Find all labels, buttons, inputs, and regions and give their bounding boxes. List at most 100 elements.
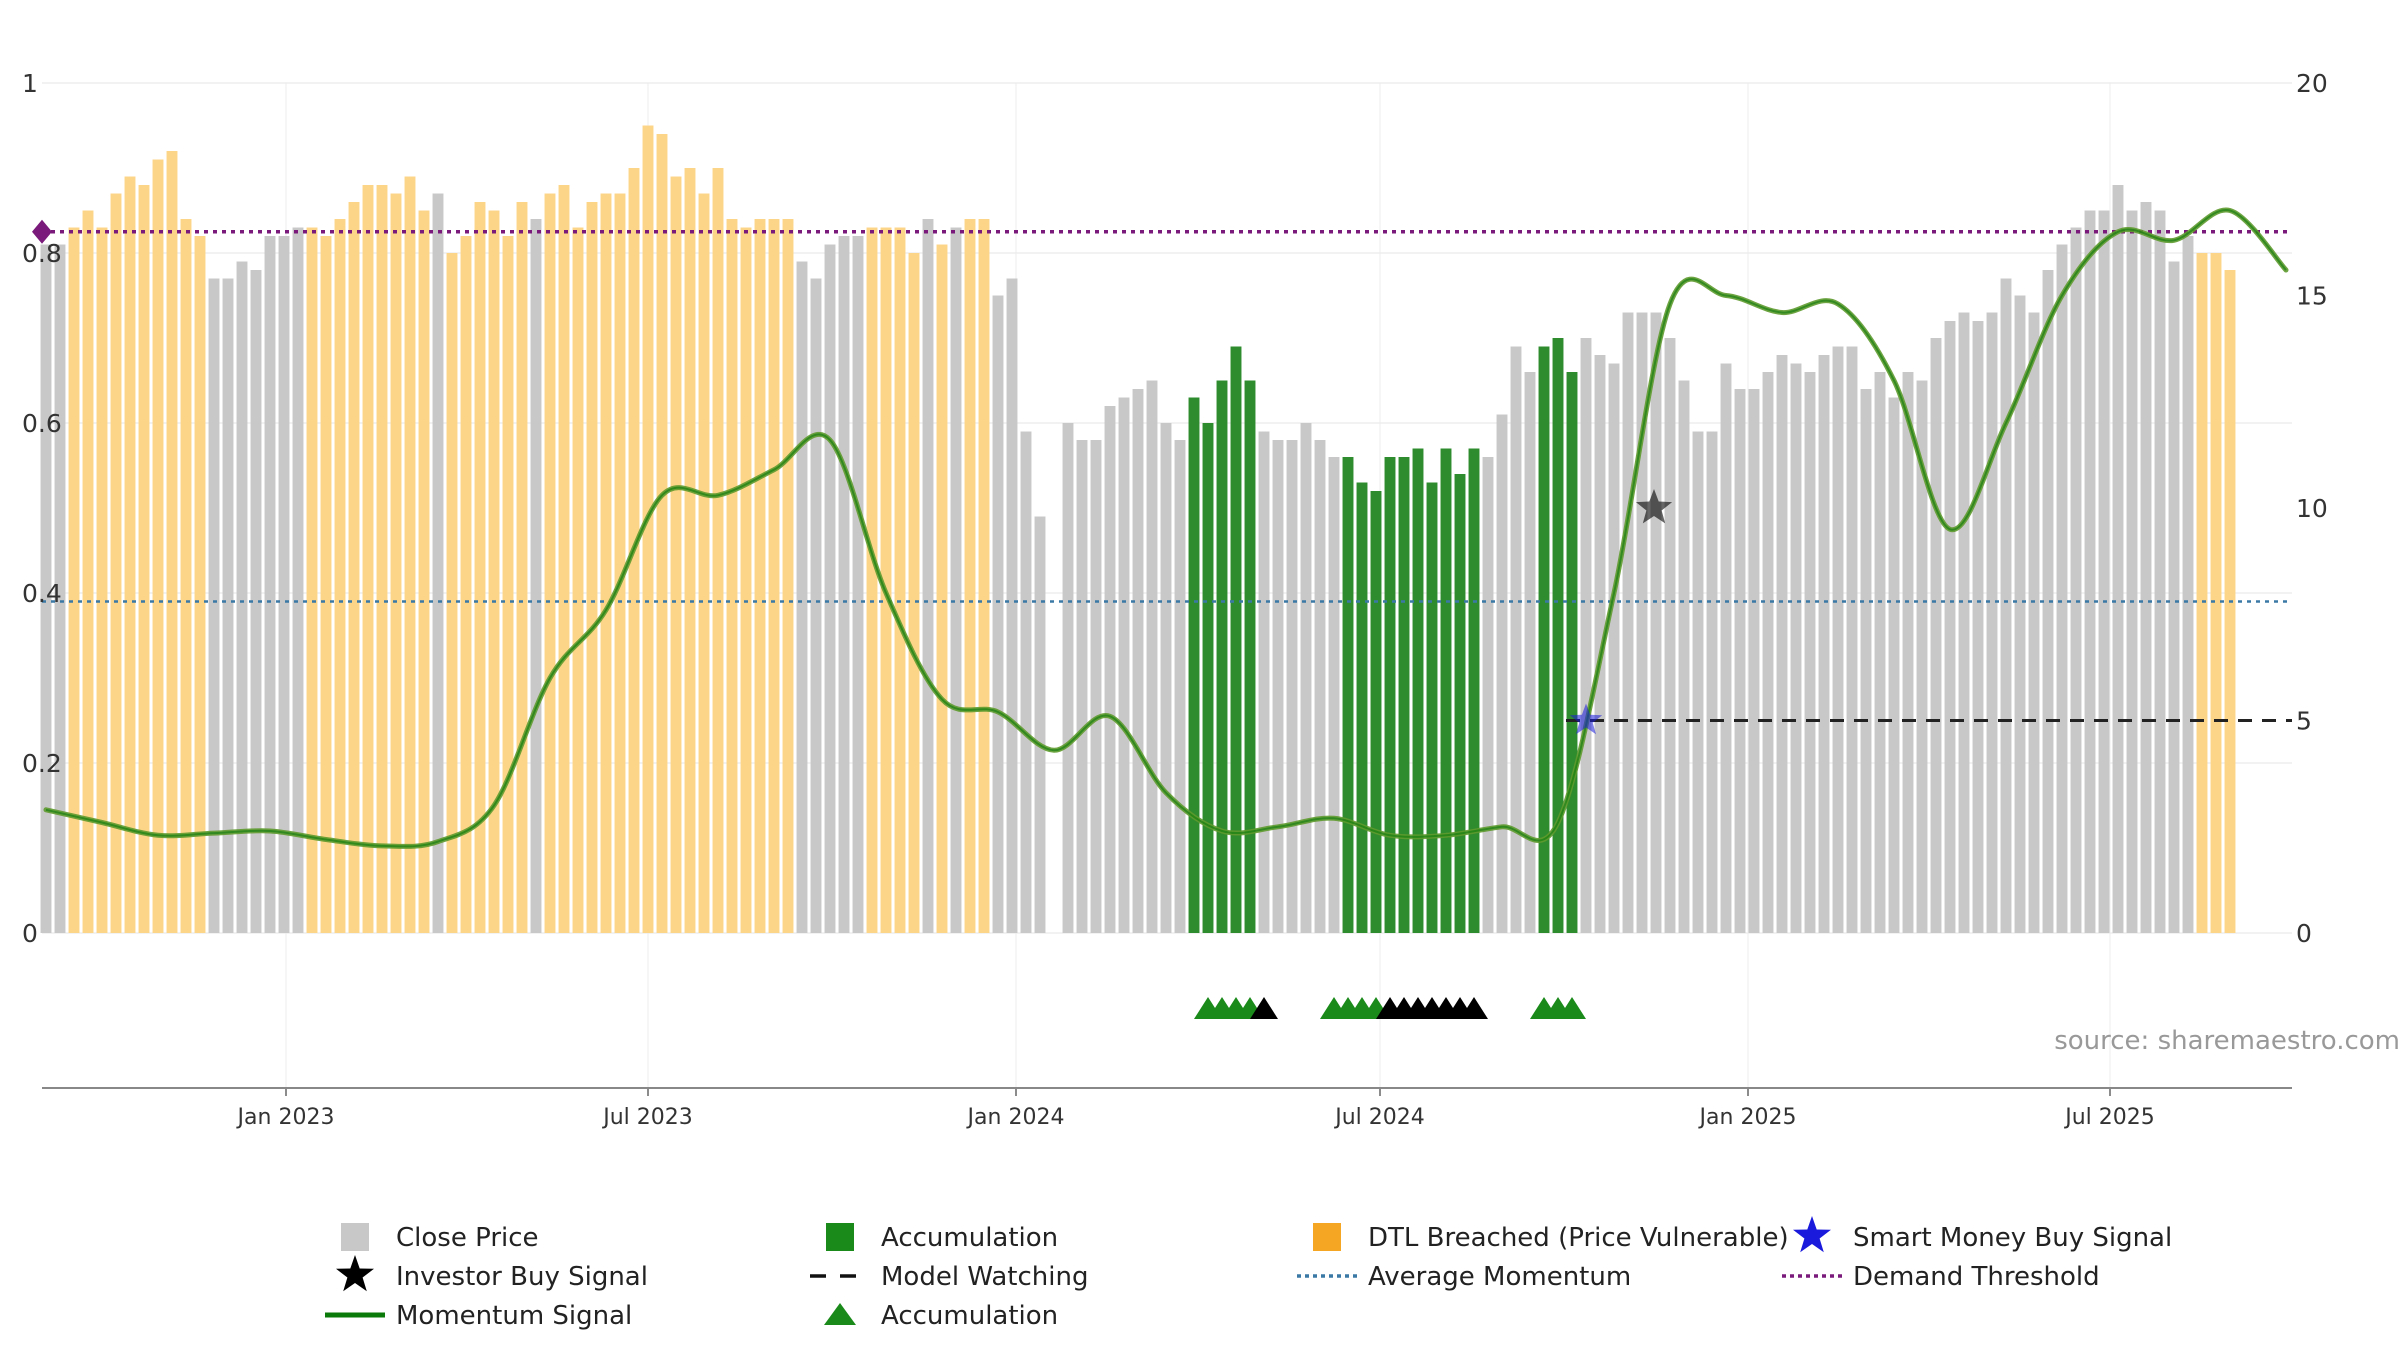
- close-price-bar: [2168, 261, 2180, 933]
- close-price-bar: [1706, 431, 1718, 933]
- close-price-bar: [2182, 236, 2194, 933]
- close-price-bar: [1482, 457, 1494, 933]
- close-price-bar: [1132, 389, 1144, 933]
- lines-layer: [32, 207, 2292, 849]
- close-price-bar: [2014, 295, 2026, 933]
- dtl-breached-bar: [446, 253, 458, 933]
- legend-swatch-smart-money-star: [1793, 1216, 1831, 1253]
- legend-item-demand-threshold: Demand Threshold: [1782, 1262, 2100, 1292]
- close-price-bar: [2042, 270, 2054, 933]
- dtl-breached-bar: [894, 227, 906, 933]
- accumulation-bar: [1244, 380, 1256, 933]
- close-price-bar: [992, 295, 1004, 933]
- accumulation-bar: [1202, 423, 1214, 933]
- accumulation-bar: [1538, 346, 1550, 933]
- dtl-breached-bar: [880, 227, 892, 933]
- dtl-breached-bar: [614, 193, 626, 933]
- dtl-breached-bar: [110, 193, 122, 933]
- close-price-bar: [1916, 380, 1928, 933]
- close-price-bar: [208, 278, 220, 933]
- close-price-bar: [2028, 312, 2040, 933]
- close-price-bar: [1090, 440, 1102, 933]
- close-price-bar: [40, 244, 52, 933]
- close-price-bar: [824, 244, 836, 933]
- close-price-bar: [1160, 423, 1172, 933]
- close-price-bar: [278, 236, 290, 933]
- close-price-bar: [2084, 210, 2096, 933]
- dtl-breached-bar: [138, 185, 150, 933]
- close-price-bar: [2140, 202, 2152, 933]
- close-price-bar: [1622, 312, 1634, 933]
- investor-buy-star: [1635, 489, 1673, 524]
- right-tick-label: 15: [2296, 282, 2328, 311]
- legend-label-accumulation-marker: Accumulation: [881, 1301, 1058, 1331]
- close-price-bar: [1986, 312, 1998, 933]
- dtl-breached-bar: [2210, 253, 2222, 933]
- close-price-bar: [1944, 321, 1956, 933]
- close-price-bar: [222, 278, 234, 933]
- x-tick-label: Jul 2025: [2063, 1105, 2155, 1130]
- dtl-breached-bar: [2196, 253, 2208, 933]
- dtl-breached-bar: [908, 253, 920, 933]
- close-price-bar: [432, 193, 444, 933]
- accumulation-bar: [1342, 457, 1354, 933]
- dtl-breached-bar: [376, 185, 388, 933]
- accumulation-bar: [1426, 482, 1438, 933]
- dtl-breached-bar: [712, 168, 724, 933]
- legend-item-close-price: Close Price: [341, 1223, 539, 1253]
- close-price-bar: [1104, 406, 1116, 933]
- close-price-bar: [1902, 372, 1914, 933]
- left-tick-label: 1: [22, 69, 38, 98]
- dtl-breached-bar: [572, 227, 584, 933]
- demand-threshold-marker: [32, 219, 52, 244]
- close-price-bar: [1720, 363, 1732, 933]
- close-price-bar: [1062, 423, 1074, 933]
- accumulation-bar: [1216, 380, 1228, 933]
- left-tick-label: 0.4: [22, 579, 62, 608]
- accumulation-triangle-green: [1558, 997, 1586, 1019]
- dtl-breached-bar: [306, 227, 318, 933]
- close-price-bar: [1496, 414, 1508, 933]
- dtl-breached-bar: [320, 236, 332, 933]
- left-tick-label: 0.2: [22, 749, 62, 778]
- close-price-bar: [2000, 278, 2012, 933]
- accumulation-triangle-black: [1460, 997, 1488, 1019]
- dtl-breached-bar: [670, 176, 682, 933]
- close-price-bar: [1804, 372, 1816, 933]
- legend-label-smart-money: Smart Money Buy Signal: [1853, 1223, 2172, 1253]
- dtl-breached-bar: [152, 159, 164, 933]
- legend-label-average-momentum: Average Momentum: [1368, 1262, 1631, 1292]
- accumulation-bar: [1566, 372, 1578, 933]
- dtl-breached-bar: [460, 236, 472, 933]
- legend-item-smart-money: Smart Money Buy Signal: [1793, 1216, 2172, 1253]
- close-price-bar: [852, 236, 864, 933]
- close-price-bar: [1776, 355, 1788, 933]
- dtl-breached-bar: [488, 210, 500, 933]
- close-price-bar: [1832, 346, 1844, 933]
- dtl-breached-bar: [586, 202, 598, 933]
- dtl-breached-bar: [656, 134, 668, 933]
- accumulation-bar: [1412, 448, 1424, 933]
- close-price-bar: [1272, 440, 1284, 933]
- bars-layer: [40, 125, 2236, 933]
- left-tick-label: 0.8: [22, 239, 62, 268]
- dtl-breached-bar: [516, 202, 528, 933]
- dtl-breached-bar: [348, 202, 360, 933]
- legend-swatch-close-price: [341, 1223, 369, 1251]
- dtl-breached-bar: [362, 185, 374, 933]
- dtl-breached-bar: [166, 151, 178, 933]
- close-price-bar: [1692, 431, 1704, 933]
- legend-swatch-accumulation-triangle: [824, 1303, 856, 1325]
- close-price-bar: [1006, 278, 1018, 933]
- close-price-bar: [1874, 372, 1886, 933]
- dtl-breached-bar: [978, 219, 990, 933]
- close-price-bar: [1286, 440, 1298, 933]
- x-tick-label: Jul 2023: [601, 1105, 693, 1130]
- close-price-bar: [1580, 338, 1592, 933]
- close-price-bar: [1300, 423, 1312, 933]
- close-price-bar: [1846, 346, 1858, 933]
- dtl-breached-bar: [866, 227, 878, 933]
- accumulation-bar: [1398, 457, 1410, 933]
- accumulation-bar: [1468, 448, 1480, 933]
